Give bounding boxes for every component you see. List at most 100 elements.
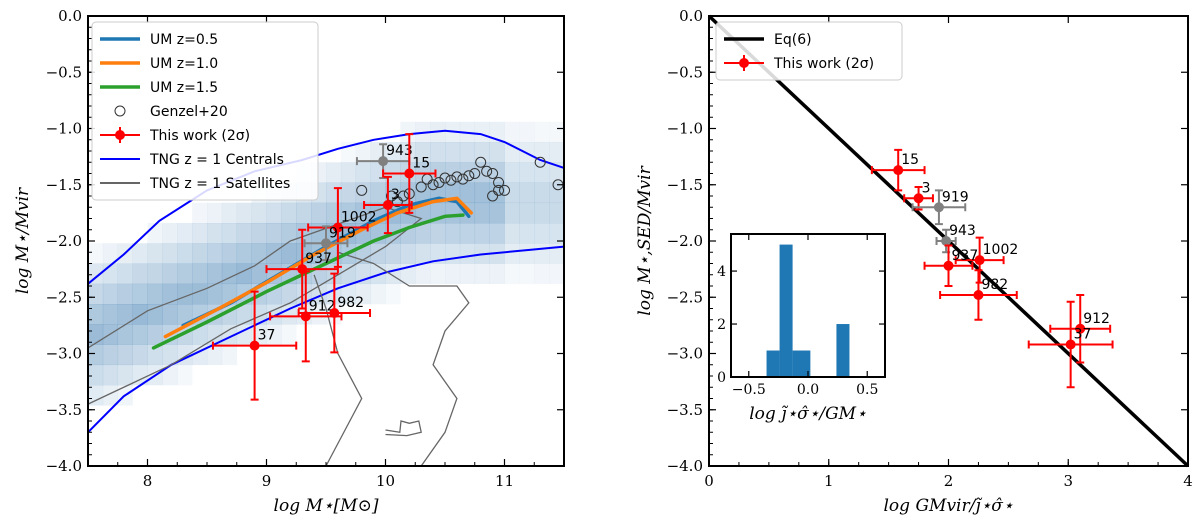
density-cell: [400, 243, 416, 264]
density-cell: [519, 182, 535, 204]
genzel-point: [475, 156, 487, 168]
right-point-1002: 1002: [954, 236, 1019, 284]
marker: [1075, 323, 1086, 334]
density-cell: [117, 364, 133, 386]
marker: [332, 222, 343, 233]
density-cell: [459, 142, 476, 163]
genzel-point: [463, 170, 475, 182]
density-cell: [519, 162, 535, 183]
left-point-15: 15: [382, 133, 437, 214]
y-tick-label: −0.5: [667, 63, 703, 81]
density-cell: [549, 202, 565, 224]
density-cell: [445, 202, 461, 224]
right-point-943: 943: [935, 223, 976, 254]
y-tick-label: −1.0: [667, 120, 703, 138]
point-label: 919: [329, 225, 356, 241]
density-cell: [162, 263, 178, 285]
density-cell: [192, 324, 208, 345]
x-tick-label: 10: [376, 472, 395, 490]
density-cell: [147, 263, 163, 285]
density-cell: [355, 202, 371, 224]
point-label: 912: [1083, 311, 1110, 327]
density-cell: [489, 202, 505, 224]
genzel-point: [391, 196, 403, 208]
marker: [329, 308, 340, 318]
y-tick-label: −2.0: [46, 232, 82, 250]
series-line-um-z-1-5: [151, 213, 465, 350]
legend-entry: This work (2σ): [724, 55, 874, 72]
y-tick-label: −2.5: [667, 288, 703, 306]
left-model-lines: [151, 196, 473, 350]
density-cell: [192, 263, 208, 285]
density-cell: [207, 202, 223, 224]
density-cell: [340, 202, 357, 224]
density-cell: [415, 223, 431, 244]
density-cell: [236, 223, 252, 244]
density-cell: [430, 142, 446, 163]
legend-entry: TNG z = 1 Satellites: [100, 176, 290, 192]
legend-entry: UM z=1.5: [100, 80, 218, 96]
density-cell: [207, 223, 223, 244]
density-cell: [385, 182, 401, 204]
density-cell: [340, 283, 357, 305]
density-cell: [251, 223, 267, 244]
density-cell: [88, 385, 104, 406]
left-point-937: 937: [265, 228, 339, 310]
density-cell: [132, 324, 148, 345]
marker: [941, 236, 952, 246]
density-cell: [534, 243, 550, 264]
inset-x-tick-label: −0.5: [732, 382, 766, 398]
marker: [913, 193, 924, 204]
density-cell: [236, 202, 252, 224]
density-cell: [459, 182, 476, 204]
genzel-point: [493, 177, 505, 188]
y-tick-label: −1.0: [46, 120, 82, 138]
density-cell: [519, 223, 535, 244]
density-cell: [534, 121, 550, 143]
density-cell: [459, 223, 476, 244]
legend-box: [715, 21, 903, 81]
inset-bar: [766, 350, 780, 377]
density-cell: [534, 182, 550, 204]
point-label: 982: [337, 295, 364, 311]
density-cell: [504, 263, 520, 285]
density-cell: [281, 202, 297, 224]
x-tick-label: 9: [262, 472, 272, 490]
right-point-15: 15: [870, 148, 926, 192]
density-cell: [236, 304, 252, 325]
point-label: 15: [901, 152, 919, 168]
point-label: 1002: [983, 242, 1019, 258]
y-tick-label: −4.0: [667, 457, 703, 475]
density-cell: [296, 283, 312, 305]
legend-label: Eq(6): [774, 32, 812, 48]
point-label: 37: [1074, 327, 1092, 343]
density-cell: [474, 162, 490, 183]
point-label: 15: [412, 156, 430, 172]
right-point-37: 37: [1027, 300, 1114, 389]
density-cell: [88, 243, 104, 264]
density-cell: [147, 304, 163, 325]
density-cell: [474, 223, 490, 244]
density-cell: [355, 162, 371, 183]
right-legend: Eq(6) This work (2σ): [715, 21, 903, 81]
x-tick-label: 0: [704, 472, 714, 490]
legend-label: UM z=1.5: [150, 80, 218, 96]
density-cell: [207, 243, 223, 264]
density-cell: [147, 344, 163, 366]
marker: [321, 238, 331, 249]
density-cell: [430, 243, 446, 264]
genzel-point: [427, 179, 439, 191]
density-cell: [132, 243, 148, 264]
legend-label: UM z=1.0: [150, 56, 218, 72]
density-cell: [147, 243, 163, 264]
density-cell: [519, 263, 535, 285]
density-cell: [311, 304, 327, 325]
genzel-point: [469, 168, 481, 179]
x-axis-label: log GMvir/j̃⋆σ̂⋆: [884, 496, 1014, 516]
density-cell: [221, 202, 238, 224]
density-cell: [474, 182, 490, 204]
genzel-point: [499, 184, 510, 196]
density-cell: [534, 223, 550, 244]
